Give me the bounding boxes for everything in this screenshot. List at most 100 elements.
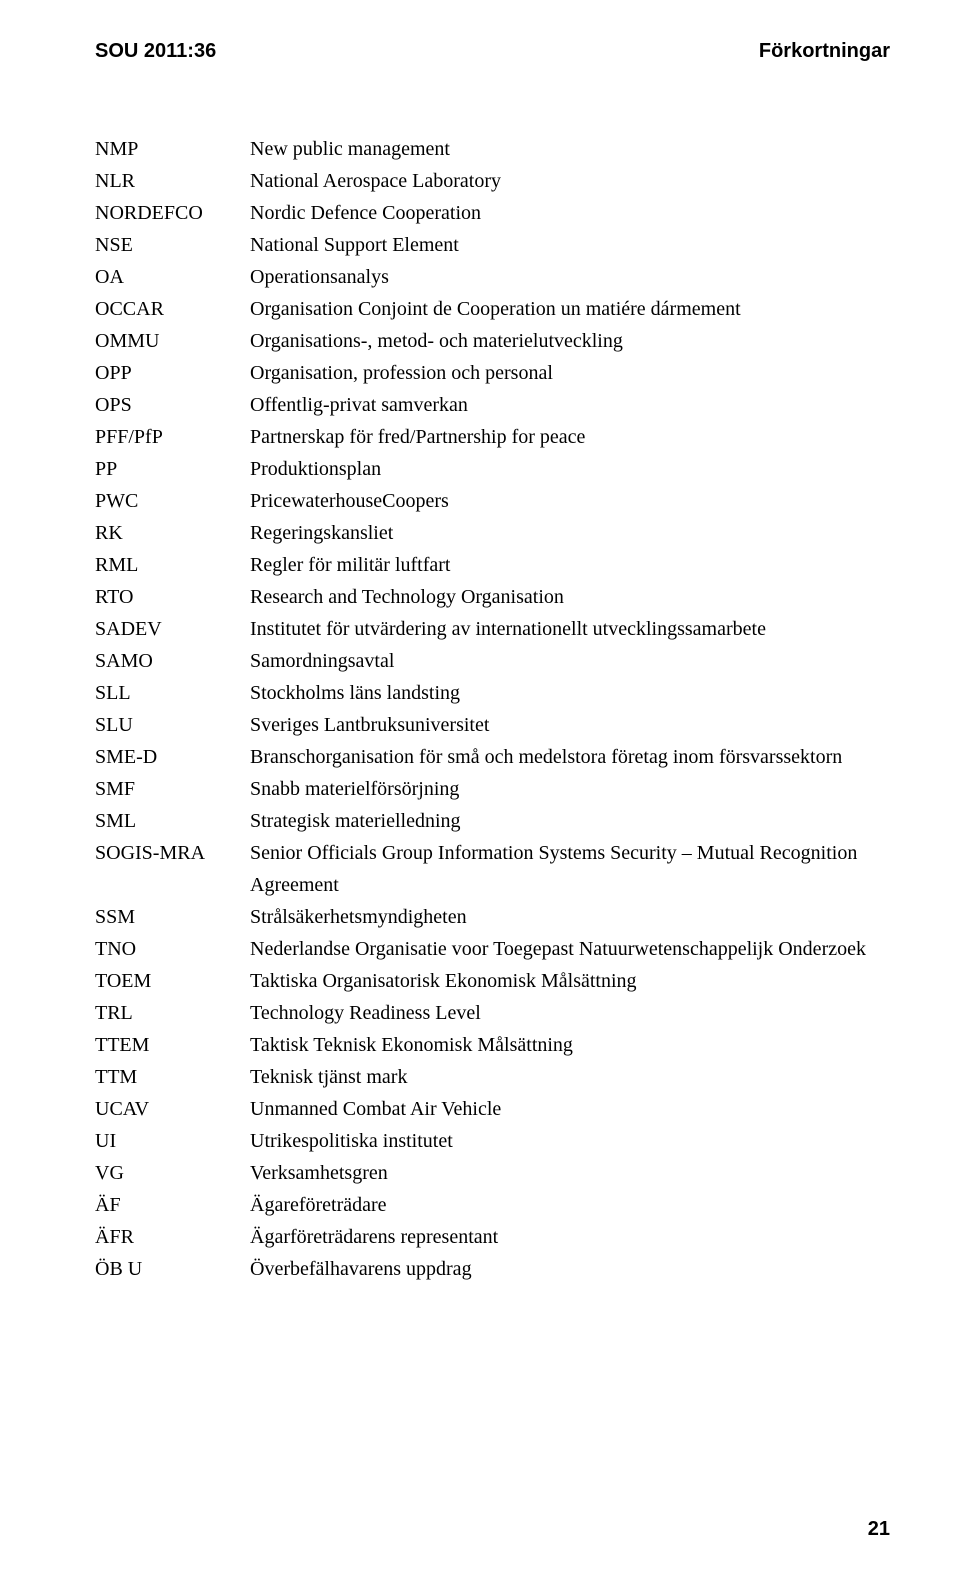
abbr-row: NORDEFCONordic Defence Cooperation [95,197,890,229]
abbr-key: SSM [95,901,250,933]
abbr-definition: Regeringskansliet [250,517,890,549]
abbr-row: OPSOffentlig-privat samverkan [95,389,890,421]
abbr-key: OPS [95,389,250,421]
abbr-key: SMF [95,773,250,805]
abbr-key: OA [95,261,250,293]
abbr-key: UI [95,1125,250,1157]
abbr-row: RTOResearch and Technology Organisation [95,581,890,613]
abbr-row: NMPNew public management [95,133,890,165]
abbr-key: SOGIS-MRA [95,837,250,901]
abbr-key: TTM [95,1061,250,1093]
abbr-definition: Nordic Defence Cooperation [250,197,890,229]
abbr-row: SADEVInstitutet för utvärdering av inter… [95,613,890,645]
abbr-row: ÖB UÖverbefälhavarens uppdrag [95,1253,890,1285]
abbr-definition: Ägareföreträdare [250,1189,890,1221]
abbr-row: UIUtrikespolitiska institutet [95,1125,890,1157]
abbr-key: OMMU [95,325,250,357]
abbr-row: PPProduktionsplan [95,453,890,485]
abbr-definition: Strategisk materielledning [250,805,890,837]
abbr-row: OMMUOrganisations-, metod- och materielu… [95,325,890,357]
abbr-row: ÄFÄgareföreträdare [95,1189,890,1221]
abbr-definition: Operationsanalys [250,261,890,293]
abbr-definition: Technology Readiness Level [250,997,890,1029]
abbr-row: TOEMTaktiska Organisatorisk Ekonomisk Må… [95,965,890,997]
abbr-definition: Teknisk tjänst mark [250,1061,890,1093]
abbr-definition: Institutet för utvärdering av internatio… [250,613,890,645]
abbr-key: OPP [95,357,250,389]
abbr-row: SAMOSamordningsavtal [95,645,890,677]
abbr-definition: Unmanned Combat Air Vehicle [250,1093,890,1125]
abbr-key: SLU [95,709,250,741]
abbr-key: SLL [95,677,250,709]
abbr-key: PWC [95,485,250,517]
abbr-definition: Ägarföreträdarens representant [250,1221,890,1253]
abbr-definition: Offentlig-privat samverkan [250,389,890,421]
abbr-definition: Snabb materielförsörjning [250,773,890,805]
abbr-key: RK [95,517,250,549]
abbr-row: PWCPricewaterhouseCoopers [95,485,890,517]
abbr-key: RML [95,549,250,581]
abbr-definition: Överbefälhavarens uppdrag [250,1253,890,1285]
abbr-definition: Organisations-, metod- och materielutvec… [250,325,890,357]
abbr-row: SMLStrategisk materielledning [95,805,890,837]
abbr-row: SME-DBranschorganisation för små och med… [95,741,890,773]
abbr-key: SML [95,805,250,837]
abbr-definition: Utrikespolitiska institutet [250,1125,890,1157]
abbr-key: SADEV [95,613,250,645]
abbr-key: TOEM [95,965,250,997]
abbr-row: NSENational Support Element [95,229,890,261]
abbr-row: NLRNational Aerospace Laboratory [95,165,890,197]
abbr-row: ÄFRÄgarföreträdarens representant [95,1221,890,1253]
abbr-key: SME-D [95,741,250,773]
abbr-row: OCCAROrganisation Conjoint de Cooperatio… [95,293,890,325]
abbreviations-table: NMPNew public managementNLRNational Aero… [95,133,890,1285]
abbr-key: TRL [95,997,250,1029]
abbr-row: SSMStrålsäkerhetsmyndigheten [95,901,890,933]
header-left: SOU 2011:36 [95,40,216,63]
abbr-key: NMP [95,133,250,165]
abbr-row: PFF/PfPPartnerskap för fred/Partnership … [95,421,890,453]
header-right: Förkortningar [759,40,890,63]
abbr-row: SLUSveriges Lantbruksuniversitet [95,709,890,741]
abbr-definition: Taktisk Teknisk Ekonomisk Målsättning [250,1029,890,1061]
abbr-key: RTO [95,581,250,613]
abbr-definition: National Aerospace Laboratory [250,165,890,197]
abbr-row: TNONederlandse Organisatie voor Toegepas… [95,933,890,965]
abbr-definition: Stockholms läns landsting [250,677,890,709]
abbr-definition: Samordningsavtal [250,645,890,677]
abbr-row: RKRegeringskansliet [95,517,890,549]
abbr-key: NLR [95,165,250,197]
abbr-row: VGVerksamhetsgren [95,1157,890,1189]
abbr-key: NSE [95,229,250,261]
abbr-key: OCCAR [95,293,250,325]
abbr-definition: Produktionsplan [250,453,890,485]
abbr-row: UCAVUnmanned Combat Air Vehicle [95,1093,890,1125]
document-page: SOU 2011:36 Förkortningar NMPNew public … [0,0,960,1573]
abbr-definition: Branschorganisation för små och medelsto… [250,741,890,773]
abbr-definition: Sveriges Lantbruksuniversitet [250,709,890,741]
abbr-row: OPPOrganisation, profession och personal [95,357,890,389]
abbr-key: TTEM [95,1029,250,1061]
abbr-key: VG [95,1157,250,1189]
abbr-row: OAOperationsanalys [95,261,890,293]
abbr-row: TTEMTaktisk Teknisk Ekonomisk Målsättnin… [95,1029,890,1061]
abbr-definition: Organisation Conjoint de Cooperation un … [250,293,890,325]
abbr-definition: Organisation, profession och personal [250,357,890,389]
abbr-row: SLLStockholms läns landsting [95,677,890,709]
abbr-definition: Partnerskap för fred/Partnership for pea… [250,421,890,453]
abbr-row: SOGIS-MRASenior Officials Group Informat… [95,837,890,901]
abbr-definition: Strålsäkerhetsmyndigheten [250,901,890,933]
abbr-row: TRLTechnology Readiness Level [95,997,890,1029]
page-header: SOU 2011:36 Förkortningar [95,40,890,63]
abbr-key: UCAV [95,1093,250,1125]
abbr-key: TNO [95,933,250,965]
abbr-definition: Senior Officials Group Information Syste… [250,837,890,901]
abbr-row: RMLRegler för militär luftfart [95,549,890,581]
page-number: 21 [868,1518,890,1541]
abbr-row: SMFSnabb materielförsörjning [95,773,890,805]
abbr-key: PFF/PfP [95,421,250,453]
abbr-definition: Nederlandse Organisatie voor Toegepast N… [250,933,890,965]
abbr-definition: National Support Element [250,229,890,261]
abbr-definition: Verksamhetsgren [250,1157,890,1189]
abbr-row: TTMTeknisk tjänst mark [95,1061,890,1093]
